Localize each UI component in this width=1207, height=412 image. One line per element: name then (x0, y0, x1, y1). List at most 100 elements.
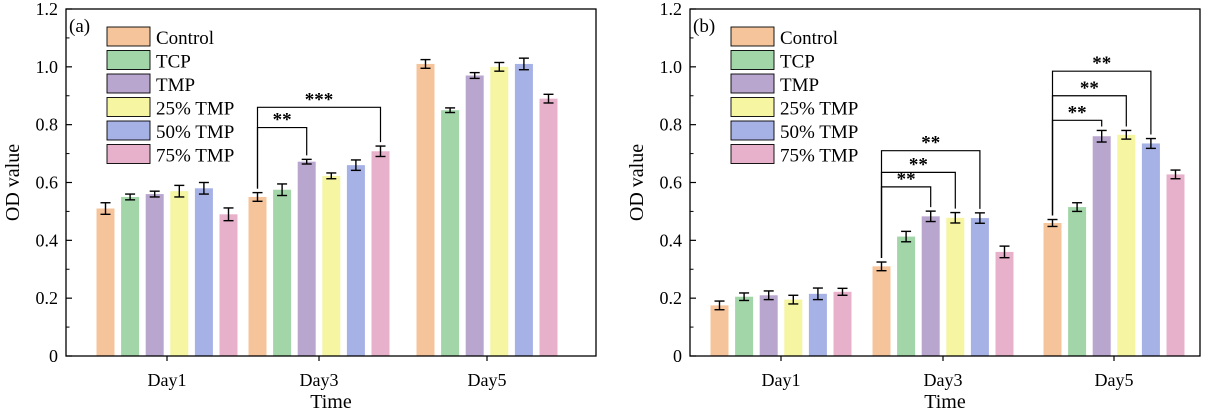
significance-bracket: ** (880, 154, 956, 259)
legend-swatch (106, 26, 151, 47)
legend-label: 25% TMP (780, 99, 858, 120)
significance-label: *** (305, 89, 334, 110)
bar-day5-25-tmp (490, 66, 509, 356)
bar-day5-tcp (441, 110, 460, 356)
bar-day5-control (1043, 222, 1062, 356)
bracket-line (256, 106, 382, 189)
legend-label: TCP (780, 52, 815, 73)
bar-day1-25-tmp (170, 191, 189, 356)
x-tick-label-day3: Day3 (924, 370, 963, 390)
significance-bracket: ** (1051, 53, 1152, 216)
bracket-line (880, 150, 981, 259)
y-tick-label: 0.8 (660, 115, 683, 135)
legend-label: TMP (780, 75, 819, 96)
bar-day5-75-tmp (1166, 174, 1185, 356)
x-tick-label-day1: Day1 (148, 370, 187, 390)
bar-day5-50-tmp (1141, 143, 1160, 356)
y-axis-title: OD value (626, 144, 648, 221)
x-tick-label-day3: Day3 (300, 370, 339, 390)
y-axis-title: OD value (2, 144, 24, 221)
legend-swatch (106, 50, 151, 70)
bar-day3-control (872, 266, 891, 356)
bar-day5-75-tmp (539, 98, 558, 357)
legend-label: 75% TMP (156, 146, 234, 167)
legend-swatch (106, 97, 151, 117)
y-tick-label: 1.0 (36, 57, 59, 77)
bar-day5-tcp (1068, 207, 1087, 356)
bar-day3-tcp (897, 236, 916, 356)
bar-day1-50-tmp (194, 188, 213, 356)
legend-swatch (730, 120, 775, 141)
legend-label: Control (156, 28, 214, 49)
bar-day1-75-tmp (833, 291, 852, 356)
legend-swatch (730, 97, 775, 117)
bracket-line (880, 171, 956, 259)
legend-swatch (106, 144, 151, 164)
legend-swatch (106, 120, 151, 141)
bar-day5-control (416, 63, 435, 357)
bar-day3-control (248, 196, 267, 356)
legend-label: 75% TMP (780, 146, 858, 167)
bar-day5-tmp (465, 75, 484, 356)
bracket-line (1051, 70, 1152, 216)
y-tick-label: 0.4 (36, 230, 59, 250)
bar-day1-tcp (735, 296, 754, 356)
bar-day1-tmp (145, 194, 164, 356)
significance-label: ** (897, 169, 916, 190)
y-tick-label: 1.0 (660, 57, 683, 77)
bar-day3-tmp (921, 216, 940, 356)
bar-day5-25-tmp (1117, 134, 1136, 356)
bar-day5-50-tmp (514, 63, 533, 357)
y-tick-label: 0 (673, 346, 682, 366)
bar-day3-50-tmp (346, 165, 365, 356)
y-tick-label: 0.6 (660, 173, 683, 193)
legend-label: 25% TMP (156, 99, 234, 120)
panel-label: (a) (69, 16, 90, 37)
legend-swatch (730, 50, 775, 70)
legend-label: TCP (156, 52, 191, 73)
y-tick-label: 0.2 (36, 288, 59, 308)
bar-day3-75-tmp (995, 251, 1014, 356)
bar-day5-tmp (1092, 136, 1111, 356)
x-tick-label-day5: Day5 (468, 370, 507, 390)
significance-label: ** (1092, 53, 1111, 74)
bar-day3-tcp (273, 189, 292, 356)
bar-day1-75-tmp (219, 214, 238, 356)
legend-label: 50% TMP (156, 122, 234, 143)
y-tick-label: 0.8 (36, 115, 59, 135)
legend-swatch (730, 144, 775, 164)
y-tick-label: 0.2 (660, 288, 683, 308)
panel-label: (b) (693, 16, 715, 37)
bar-day1-control (96, 208, 115, 356)
significance-label: ** (273, 110, 292, 131)
legend-label: Control (780, 28, 838, 49)
significance-bracket: ** (1051, 78, 1127, 216)
bar-day1-control (710, 305, 729, 356)
y-tick-label: 0.4 (660, 230, 683, 250)
legend-swatch (730, 26, 775, 47)
x-axis-title: Time (310, 391, 352, 412)
significance-bracket: ** (880, 133, 981, 259)
y-tick-label: 0.6 (36, 173, 59, 193)
bar-day3-25-tmp (946, 217, 965, 356)
significance-label: ** (1080, 78, 1099, 99)
bar-day1-tcp (121, 196, 140, 356)
bar-day1-25-tmp (784, 299, 803, 356)
bar-day3-25-tmp (322, 175, 341, 356)
x-tick-label-day1: Day1 (762, 370, 801, 390)
legend-swatch (106, 73, 151, 94)
bar-day1-50-tmp (808, 293, 827, 356)
bar-day1-tmp (759, 295, 778, 356)
bar-day3-tmp (297, 161, 316, 356)
y-tick-label: 1.2 (36, 0, 59, 19)
bar-day3-50-tmp (970, 218, 989, 356)
x-axis-title: Time (924, 391, 966, 412)
legend-label: TMP (156, 75, 195, 96)
significance-bracket: *** (256, 89, 382, 189)
significance-label: ** (921, 133, 940, 154)
